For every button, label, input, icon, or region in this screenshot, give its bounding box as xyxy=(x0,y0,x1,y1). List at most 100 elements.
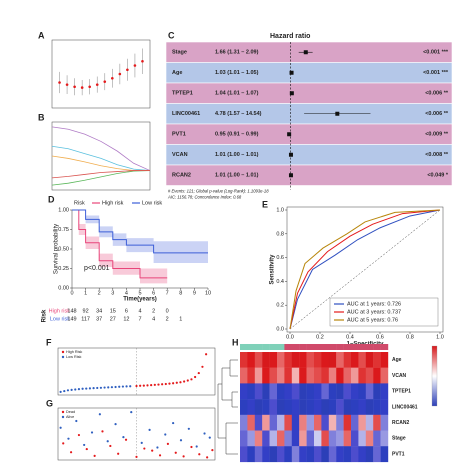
heat-cell xyxy=(358,399,366,415)
point xyxy=(130,411,133,414)
point xyxy=(121,385,124,388)
heat-cell xyxy=(321,430,329,447)
point xyxy=(114,423,117,426)
y-axis-label: Sensitivity xyxy=(270,254,276,285)
legend-label: High Risk xyxy=(66,350,82,354)
km-curve xyxy=(72,209,168,279)
heat-cell xyxy=(373,446,381,463)
point xyxy=(179,439,183,442)
point xyxy=(124,438,128,441)
point xyxy=(77,388,81,391)
hr-square xyxy=(335,111,340,116)
hr-label: 1.03 (1.01 – 1.05) xyxy=(215,70,259,76)
group-cell xyxy=(254,344,263,350)
heat-cell xyxy=(321,383,329,400)
heat-cell xyxy=(328,446,337,463)
legend-label: AUC at 1 years: 0.726 xyxy=(347,301,401,307)
heat-cell xyxy=(328,414,337,431)
group-cell xyxy=(365,344,374,350)
point xyxy=(88,85,91,89)
row-label: VCAN xyxy=(392,373,407,379)
point xyxy=(83,443,86,447)
point xyxy=(85,387,88,390)
coef-path xyxy=(51,126,151,171)
heat-cell xyxy=(365,352,374,368)
hr-label: 1.66 (1.31 – 2.09) xyxy=(215,50,259,56)
heat-cell xyxy=(291,446,300,463)
point xyxy=(211,449,214,452)
heat-cell xyxy=(240,352,248,368)
point xyxy=(146,384,149,387)
heat-cell xyxy=(262,352,270,368)
point xyxy=(206,456,209,459)
x-tick-label: 6 xyxy=(152,290,155,296)
point xyxy=(164,433,167,436)
point xyxy=(141,59,144,63)
roc-curve xyxy=(289,209,441,330)
heat-cell xyxy=(343,352,352,368)
point xyxy=(135,455,138,458)
row-label: Stage xyxy=(392,436,406,442)
point xyxy=(164,382,167,386)
heat-cell xyxy=(328,399,337,415)
x-tick-label: 1.0 xyxy=(436,334,444,340)
heat-cell xyxy=(262,430,270,447)
point xyxy=(150,384,153,387)
point xyxy=(101,430,104,433)
point xyxy=(106,440,109,443)
plot-frame xyxy=(51,39,151,109)
y-tick-label: 0.4 xyxy=(276,279,284,285)
group-cell xyxy=(351,344,359,350)
point xyxy=(197,371,200,375)
heat-cell xyxy=(365,430,374,447)
heat-cell xyxy=(373,383,381,400)
heat-cell xyxy=(306,430,315,447)
table-value: 92 xyxy=(83,308,89,314)
point xyxy=(190,378,193,381)
heat-cell xyxy=(284,399,292,415)
forest-row xyxy=(165,123,453,145)
heat-cell xyxy=(328,352,337,368)
table-value: 0 xyxy=(166,308,169,314)
row-name: Stage xyxy=(172,50,187,56)
point xyxy=(118,72,122,76)
point xyxy=(73,85,76,89)
table-value: 37 xyxy=(96,316,102,322)
point xyxy=(133,64,137,67)
y-tick-label: 0.8 xyxy=(276,231,284,237)
y-tick-label: 0.00 xyxy=(58,285,69,291)
point xyxy=(190,445,193,449)
heat-cell xyxy=(247,446,255,463)
group-cell xyxy=(277,344,285,350)
heat-cell xyxy=(314,383,322,400)
y-tick-label: 1.00 xyxy=(58,207,69,213)
y-tick-label: 0.50 xyxy=(58,246,69,252)
legend-swatch xyxy=(61,350,65,354)
point xyxy=(59,426,62,429)
heat-cell xyxy=(380,399,389,415)
legend-label: AUC at 5 years: 0.76 xyxy=(347,317,398,323)
heat-cell xyxy=(247,367,255,384)
legend-label: High risk xyxy=(102,200,124,206)
heat-cell xyxy=(284,446,292,463)
table-value: 149 xyxy=(67,316,76,322)
heat-cell xyxy=(365,399,374,415)
heat-cell xyxy=(365,367,374,384)
forest-row xyxy=(165,82,453,104)
heat-cell xyxy=(254,399,263,415)
point xyxy=(58,81,61,84)
point xyxy=(166,442,169,445)
row-label: PVT1 xyxy=(392,451,405,457)
heat-cell xyxy=(365,414,374,431)
table-row-name: Low risk xyxy=(50,316,70,322)
heat-cell xyxy=(254,414,263,431)
heat-cell xyxy=(314,352,322,368)
heat-cell xyxy=(277,430,285,447)
heat-cell xyxy=(365,383,374,400)
point xyxy=(148,428,151,431)
coef-path xyxy=(51,145,151,171)
y-tick-label: 1.0 xyxy=(276,207,284,213)
point xyxy=(151,449,154,452)
row-label: Age xyxy=(392,357,402,363)
heat-cell xyxy=(380,383,389,400)
